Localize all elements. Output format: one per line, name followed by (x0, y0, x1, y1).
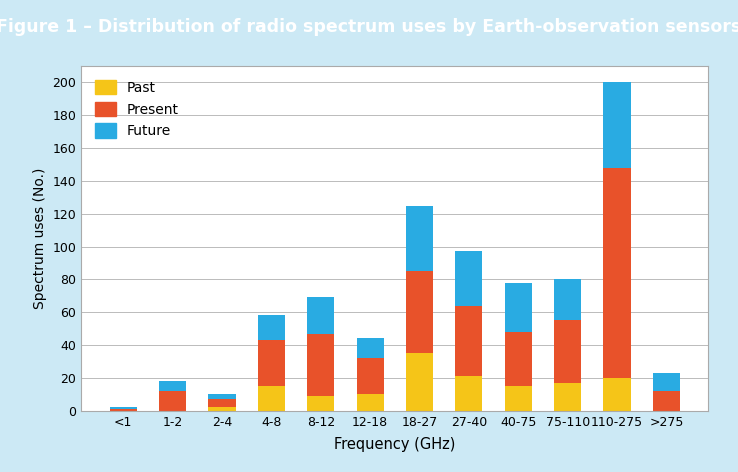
Legend: Past, Present, Future: Past, Present, Future (88, 73, 186, 145)
Bar (406, 205, 433, 271)
Bar (505, 332, 532, 386)
X-axis label: Frequency (GHz): Frequency (GHz) (334, 437, 455, 452)
Bar (505, 283, 532, 332)
Bar (110, 409, 137, 411)
Bar (406, 353, 433, 411)
Bar (208, 407, 235, 411)
Bar (653, 373, 680, 391)
Bar (604, 378, 630, 411)
Bar (406, 271, 433, 353)
Bar (554, 320, 582, 383)
Bar (356, 358, 384, 394)
Bar (554, 279, 582, 320)
Bar (455, 252, 483, 306)
Bar (258, 315, 285, 340)
Text: Figure 1 – Distribution of radio spectrum uses by Earth-observation sensors: Figure 1 – Distribution of radio spectru… (0, 18, 738, 36)
Bar (258, 386, 285, 411)
Bar (455, 376, 483, 411)
Bar (307, 297, 334, 334)
Bar (159, 391, 186, 411)
Y-axis label: Spectrum uses (No.): Spectrum uses (No.) (33, 168, 47, 309)
Bar (208, 394, 235, 399)
Bar (554, 383, 582, 411)
Bar (258, 340, 285, 386)
Bar (505, 386, 532, 411)
Bar (653, 391, 680, 411)
Bar (604, 168, 630, 378)
Bar (307, 334, 334, 396)
Bar (208, 399, 235, 407)
Bar (604, 83, 630, 168)
Bar (455, 306, 483, 376)
Bar (307, 396, 334, 411)
Bar (159, 381, 186, 391)
Bar (356, 394, 384, 411)
Bar (356, 338, 384, 358)
Bar (110, 407, 137, 409)
